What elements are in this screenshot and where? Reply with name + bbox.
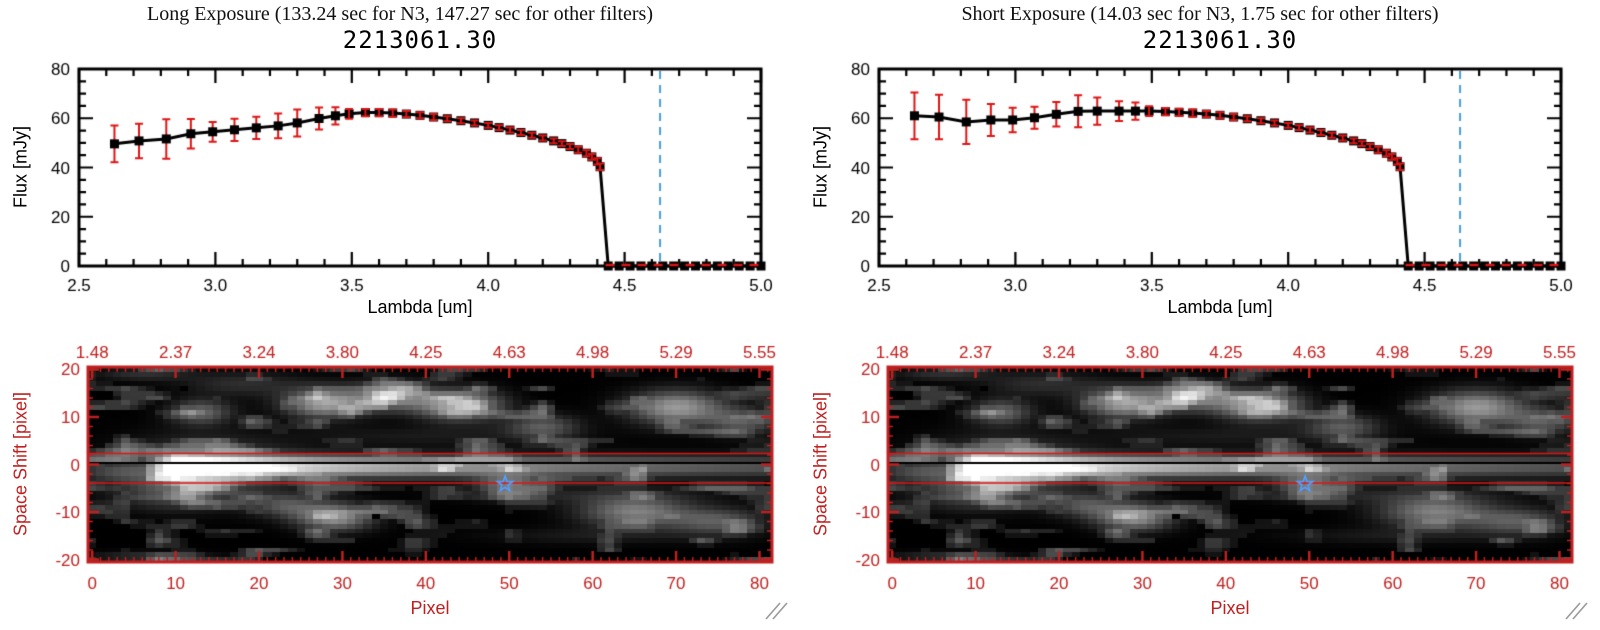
flux-axis-label: Flux [mJy] <box>810 125 831 209</box>
resize-grip-icon[interactable] <box>1563 600 1591 622</box>
object-id-title: 2213061.30 <box>1142 26 1298 54</box>
pixel-axis-label: Pixel <box>1210 598 1250 618</box>
panel-title: Short Exposure (14.03 sec for N3, 1.75 s… <box>961 3 1439 25</box>
short-exposure-charts-canvas <box>800 0 1600 630</box>
object-id-title: 2213061.30 <box>342 26 498 54</box>
lambda-axis-label: Lambda [um] <box>367 297 473 317</box>
space-shift-axis-label: Space Shift [pixel] <box>10 391 31 537</box>
short-exposure-panel: Short Exposure (14.03 sec for N3, 1.75 s… <box>800 0 1600 630</box>
panel-title: Long Exposure (133.24 sec for N3, 147.27… <box>147 3 653 25</box>
lambda-axis-label: Lambda [um] <box>1167 297 1273 317</box>
pixel-axis-label: Pixel <box>410 598 450 618</box>
flux-axis-label: Flux [mJy] <box>10 125 31 209</box>
resize-grip-icon[interactable] <box>763 600 791 622</box>
long-exposure-panel: Long Exposure (133.24 sec for N3, 147.27… <box>0 0 800 630</box>
long-exposure-charts-canvas <box>0 0 800 630</box>
space-shift-axis-label: Space Shift [pixel] <box>810 391 831 537</box>
